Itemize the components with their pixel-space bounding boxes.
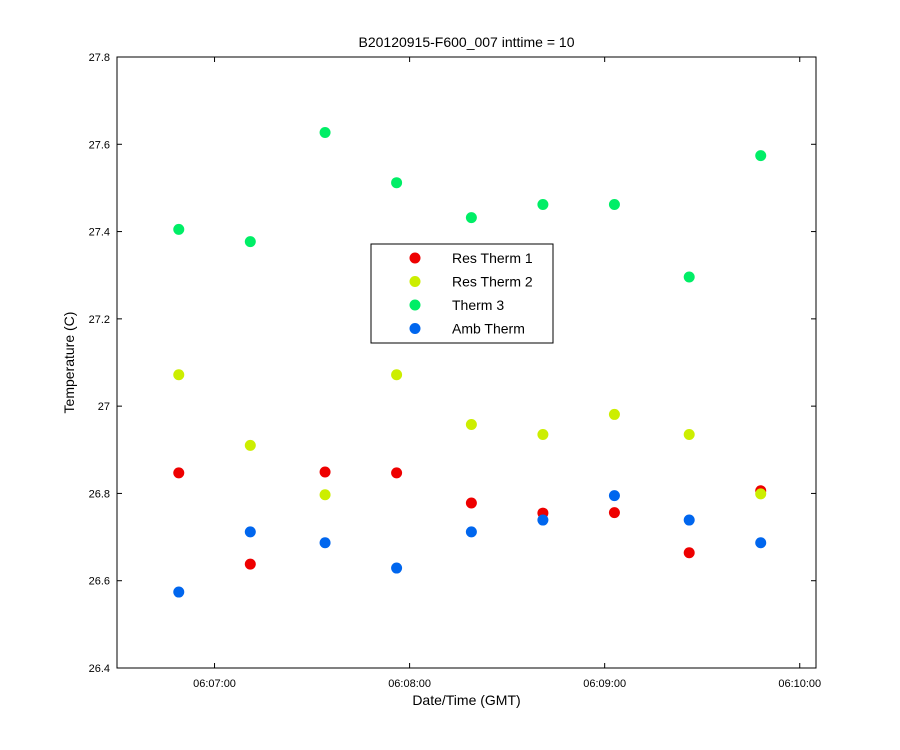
point-res-therm-2 — [465, 418, 477, 430]
point-amb-therm — [755, 537, 767, 549]
legend-label: Therm 3 — [452, 297, 504, 313]
x-tick-label: 06:10:00 — [778, 678, 821, 690]
data-points — [173, 127, 767, 598]
point-res-therm-2 — [608, 408, 620, 420]
point-res-therm-1 — [319, 466, 331, 478]
y-tick-label: 27.2 — [89, 314, 110, 326]
point-res-therm-2 — [319, 489, 331, 501]
legend-label: Amb Therm — [452, 321, 525, 337]
point-amb-therm — [319, 537, 331, 549]
y-tick-label: 26.8 — [89, 488, 110, 500]
point-therm-3 — [683, 271, 695, 283]
point-res-therm-1 — [683, 547, 695, 559]
point-res-therm-1 — [244, 558, 256, 570]
point-res-therm-1 — [391, 467, 403, 479]
point-res-therm-1 — [173, 467, 185, 479]
x-tick-label: 06:07:00 — [193, 678, 236, 690]
point-res-therm-1 — [608, 507, 620, 519]
point-res-therm-2 — [173, 369, 185, 381]
x-axis: 06:07:00 06:08:00 06:09:00 06:10:00 — [193, 57, 821, 690]
legend-marker — [409, 323, 421, 334]
point-amb-therm — [537, 514, 549, 526]
point-res-therm-2 — [244, 439, 256, 451]
chart-title: B20120915-F600_007 inttime = 10 — [359, 34, 575, 50]
legend-marker — [409, 252, 421, 264]
point-amb-therm — [465, 526, 477, 538]
point-therm-3 — [173, 223, 185, 235]
point-therm-3 — [319, 127, 331, 139]
y-axis: 26.4 26.6 26.8 27 27.2 27.4 27.6 27.8 — [89, 52, 816, 675]
legend-marker — [409, 299, 421, 311]
legend-label: Res Therm 2 — [452, 274, 533, 290]
point-therm-3 — [755, 150, 767, 162]
plot-area — [116, 56, 817, 669]
point-amb-therm — [683, 514, 695, 526]
legend-label: Res Therm 1 — [452, 250, 533, 266]
legend-marker — [409, 276, 421, 287]
y-tick-label: 26.6 — [89, 576, 110, 588]
y-tick-label: 27 — [98, 401, 110, 413]
y-tick-label: 26.4 — [89, 663, 110, 675]
point-res-therm-1 — [465, 497, 477, 509]
point-amb-therm — [173, 586, 185, 598]
legend-box — [370, 243, 554, 344]
point-res-therm-2 — [391, 369, 403, 381]
point-therm-3 — [608, 199, 620, 211]
point-res-therm-2 — [755, 488, 767, 500]
x-tick-label: 06:09:00 — [583, 678, 626, 690]
point-res-therm-2 — [683, 429, 695, 441]
x-axis-title: Date/Time (GMT) — [412, 692, 520, 708]
point-amb-therm — [608, 490, 620, 502]
y-tick-label: 27.6 — [89, 139, 110, 151]
point-therm-3 — [391, 177, 403, 189]
point-amb-therm — [244, 526, 256, 538]
point-therm-3 — [244, 236, 256, 248]
x-tick-label: 06:08:00 — [388, 678, 431, 690]
point-res-therm-2 — [537, 429, 549, 441]
point-therm-3 — [465, 212, 477, 224]
point-amb-therm — [391, 562, 403, 574]
y-axis-title: Temperature (C) — [61, 312, 77, 414]
legend: Res Therm 1 Res Therm 2 Therm 3 Amb Therm — [370, 243, 554, 344]
y-tick-label: 27.8 — [89, 52, 110, 64]
point-therm-3 — [537, 199, 549, 211]
y-tick-label: 27.4 — [89, 227, 110, 239]
